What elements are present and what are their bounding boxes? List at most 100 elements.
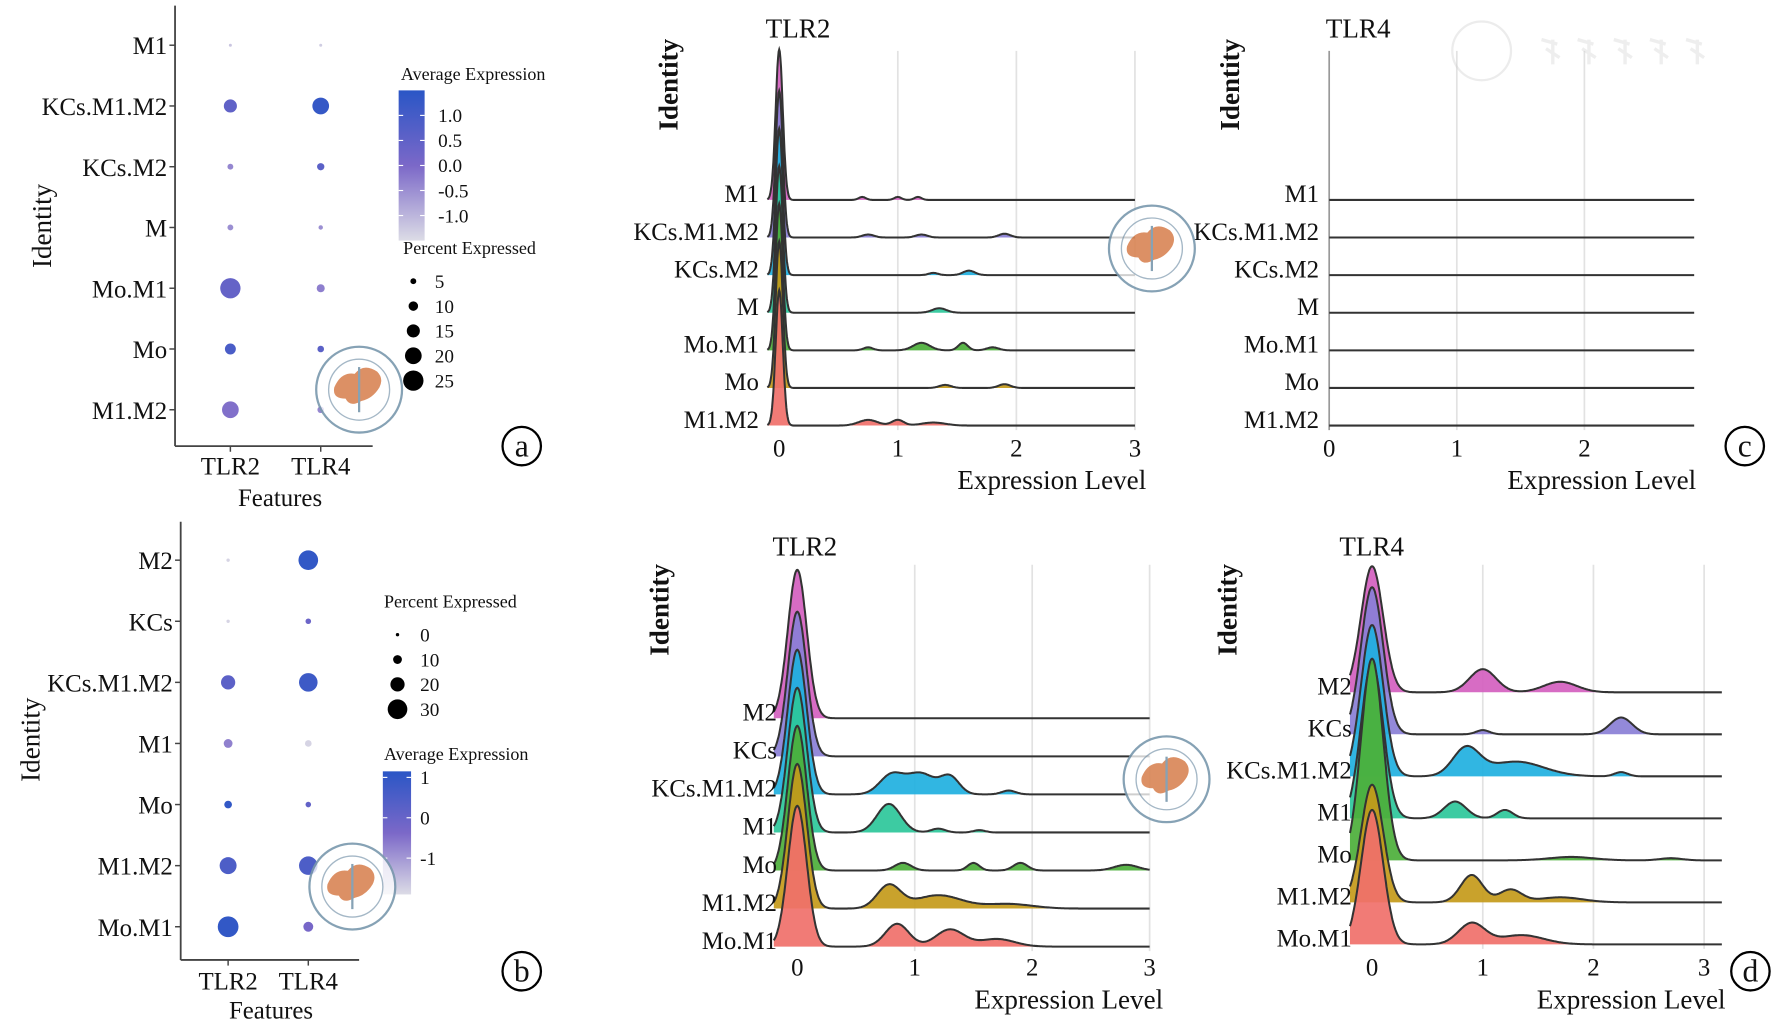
size-legend-key — [404, 347, 422, 365]
size-legend-label: 10 — [435, 297, 454, 318]
seal-inner-ring — [327, 358, 391, 421]
row-label: KCs.M1.M2 — [651, 776, 777, 803]
plot-title: TLR4 — [1339, 532, 1404, 562]
header-logo-seal — [1451, 20, 1513, 82]
dot-KCs-TLR4 — [305, 618, 312, 625]
ridge-fill-M1.M2 — [767, 290, 1135, 426]
color-legend-title: Average Expression — [384, 744, 529, 764]
x-tick-label: 0 — [773, 435, 785, 462]
ridge-line-M1 — [1348, 661, 1722, 820]
plot-title: TLR2 — [772, 532, 837, 562]
y-tick-label: Mo — [133, 337, 168, 364]
y-tick-label: KCs — [129, 609, 173, 636]
size-legend-key — [410, 278, 417, 285]
ridge-line-KCs.M2 — [766, 124, 1135, 277]
size-legend-key — [395, 633, 400, 637]
x-tick-label: 1 — [909, 955, 921, 982]
row-label: M2 — [1317, 674, 1352, 701]
row-label: M1.M2 — [1277, 884, 1352, 911]
ridgeline-panel-c-TLR4: 0 1 2 TLR4 Expression Level Identity M1 KCs.M1.… — [1193, 13, 1696, 495]
dot-Mo.M1-TLR4 — [303, 921, 314, 932]
ridge-fill-M1 — [773, 687, 1150, 833]
x-tick-label: 0 — [1366, 955, 1378, 982]
ridge-line-M — [766, 162, 1135, 314]
color-legend-label: 1 — [420, 768, 430, 789]
x-tick-label: TLR4 — [291, 453, 351, 480]
ridge-fill-KCs — [1349, 587, 1722, 735]
dot-Mo-TLR2 — [224, 800, 232, 809]
dot-KCs.M2-TLR4 — [317, 163, 325, 171]
y-tick-label: M1 — [133, 33, 168, 60]
x-tick-label: 2 — [1587, 955, 1599, 982]
color-legend-label: -1.0 — [438, 206, 468, 227]
size-legend-key — [403, 370, 424, 391]
header-logo-calligraphy — [1541, 37, 1561, 65]
row-label: Mo.M1 — [1244, 332, 1319, 359]
dot-KCs.M1.M2-TLR4 — [312, 97, 330, 115]
color-legend-label: 0.5 — [438, 131, 462, 152]
dot-M1-TLR4 — [304, 740, 312, 747]
ridge-line-M2 — [1348, 565, 1722, 694]
dot-M-TLR2 — [227, 224, 234, 231]
dot-M2-TLR4 — [298, 550, 319, 570]
panel-label-letter: a — [515, 428, 529, 463]
y-axis-title: Identity — [27, 183, 57, 268]
ridge-line-Mo — [766, 237, 1135, 389]
dot-KCs.M1.M2-TLR2 — [221, 675, 236, 690]
cma-seal-logo — [1107, 204, 1196, 293]
ridge-line-M1.M2 — [766, 286, 1135, 427]
dot-Mo-TLR4 — [305, 801, 312, 808]
row-label: Mo — [1285, 369, 1320, 396]
header-logo-calligraphy — [1685, 37, 1706, 65]
dot-Mo.M1-TLR4 — [316, 284, 325, 293]
seal-map-shape — [327, 864, 375, 901]
ridge-line-M1 — [766, 45, 1135, 201]
size-legend-label: 5 — [435, 272, 445, 293]
row-label: Mo — [1317, 842, 1352, 869]
row-label: KCs.M1.M2 — [633, 219, 759, 246]
color-legend-label: -0.5 — [438, 181, 468, 202]
dot-Mo-TLR2 — [224, 343, 236, 355]
y-tick-label: M1.M2 — [98, 854, 173, 881]
ridge-fill-M2 — [773, 569, 1150, 719]
row-label: Mo — [742, 852, 777, 879]
size-legend-key — [390, 677, 405, 692]
ridge-fill-M — [767, 166, 1135, 313]
ridge-line-KCs.M1.M2 — [772, 648, 1150, 796]
x-axis-title: Expression Level — [1537, 985, 1726, 1015]
y-axis-title: Identity — [654, 38, 684, 130]
ridge-line-M1.M2 — [772, 762, 1150, 910]
ridgeline-panel-c-TLR2: 0 1 2 3 TLR2 Expression Level Identity M1 KCs.M1… — [633, 13, 1146, 495]
dot-M1-TLR4 — [319, 43, 323, 47]
color-legend-label: -1 — [420, 849, 436, 870]
x-axis-title: Expression Level — [1507, 465, 1696, 495]
dot-KCs.M1.M2-TLR4 — [299, 673, 318, 692]
header-logo-calligraphy — [1649, 37, 1669, 65]
row-label: Mo.M1 — [684, 332, 759, 359]
row-label: Mo.M1 — [1277, 926, 1352, 953]
size-legend-label: 10 — [420, 650, 439, 671]
row-label: M1 — [1317, 800, 1352, 827]
ridge-line-KCs — [772, 610, 1150, 758]
panel-label-circle — [1724, 425, 1766, 467]
seal-map-shape — [1141, 757, 1189, 794]
ridge-fill-KCs.M1.M2 — [767, 90, 1135, 238]
dot-M1.M2-TLR2 — [222, 401, 239, 419]
y-tick-label: M — [145, 216, 167, 243]
x-tick-label: 2 — [1026, 955, 1038, 982]
row-label: KCs — [1308, 716, 1352, 743]
row-label: Mo — [724, 369, 759, 396]
plot-title: TLR4 — [1326, 13, 1391, 43]
size-legend-title: Percent Expressed — [403, 238, 536, 258]
y-tick-label: KCs.M1.M2 — [42, 94, 168, 121]
ridge-fill-M1.M2 — [1349, 784, 1722, 903]
x-tick-label: 1 — [1477, 955, 1489, 982]
dot-M2-TLR2 — [226, 558, 230, 562]
y-tick-label: Mo — [138, 793, 173, 820]
size-legend-label: 30 — [420, 700, 439, 721]
ridge-line-Mo — [1348, 657, 1722, 862]
row-label: M — [1297, 294, 1319, 321]
cma-seal-logo — [308, 842, 397, 931]
dot-Mo-TLR4 — [317, 345, 325, 353]
